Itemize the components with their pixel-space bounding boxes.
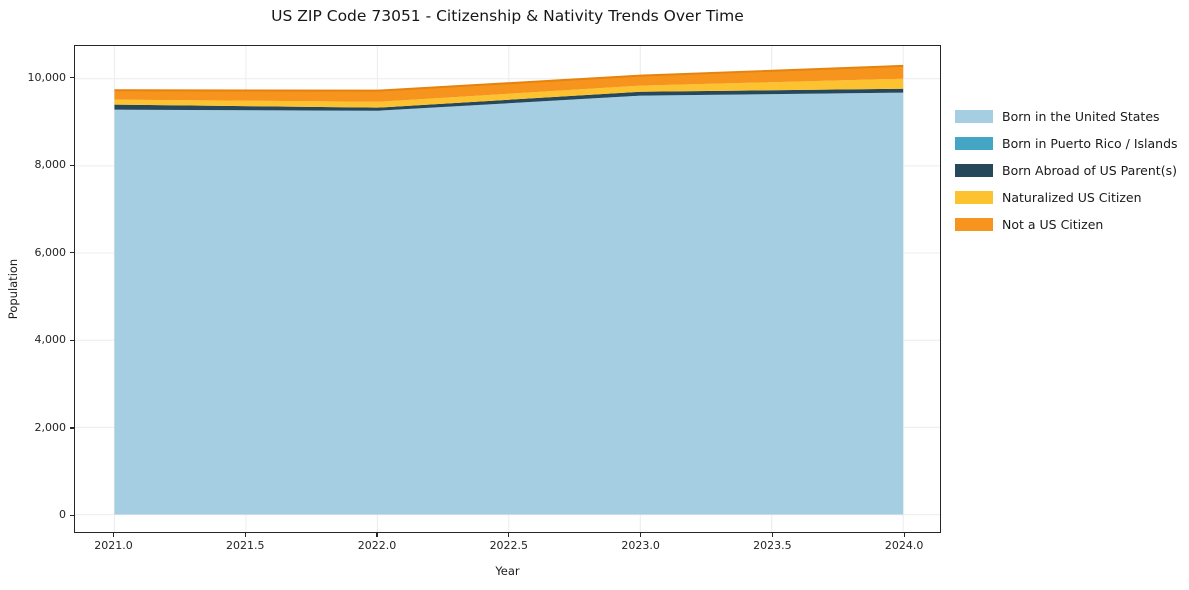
area-born-abroad-of-us-parent-s [114, 88, 904, 111]
legend-item: Naturalized US Citizen [955, 184, 1178, 211]
y-tick-mark [70, 77, 74, 79]
y-tick-mark [70, 427, 74, 429]
y-tick-mark [70, 339, 74, 341]
legend-swatch-not-a-us-citizen [955, 218, 993, 231]
y-axis-title: Population [6, 258, 20, 320]
x-tick-mark [639, 533, 642, 537]
y-tick-mark [70, 514, 74, 517]
legend-item: Born in Puerto Rico / Islands [955, 130, 1178, 157]
x-tick-mark [771, 533, 773, 537]
legend-item: Born Abroad of US Parent(s) [955, 157, 1178, 184]
x-tick-mark [508, 533, 510, 537]
y-tick-label: 2,000 [34, 420, 67, 434]
x-tick-label: 2022.0 [357, 539, 397, 552]
y-tick-label: 4,000 [34, 333, 67, 347]
legend-label: Naturalized US Citizen [1002, 190, 1142, 205]
x-tick-label: 2021.0 [94, 539, 133, 552]
y-tick-label: 8,000 [34, 158, 67, 172]
x-tick-label: 2021.5 [226, 539, 265, 552]
y-tick-mark [70, 252, 74, 254]
legend-label: Born in Puerto Rico / Islands [1002, 136, 1178, 151]
y-tick-label: 10,000 [27, 70, 67, 84]
x-tick-mark [903, 533, 905, 537]
x-tick-mark [376, 533, 378, 537]
legend: Born in the United States Born in Puerto … [955, 103, 1178, 238]
x-tick-label: 2023.0 [621, 539, 660, 552]
legend-swatch-born-abroad-of-us-parent-s [955, 164, 993, 177]
stack-top-edge [114, 64, 904, 92]
plot-area [74, 45, 941, 533]
legend-label: Not a US Citizen [1002, 217, 1104, 232]
legend-item: Born in the United States [955, 103, 1178, 130]
y-tick-label: 6,000 [34, 245, 67, 259]
y-tick-label: 0 [59, 508, 66, 522]
legend-item: Not a US Citizen [955, 211, 1178, 238]
chart-title: US ZIP Code 73051 - Citizenship & Nativi… [271, 7, 744, 25]
x-tick-label: 2023.5 [753, 539, 792, 552]
legend-swatch-naturalized-us-citizen [955, 191, 993, 204]
x-tick-label: 2022.5 [489, 539, 529, 552]
legend-label: Born in the United States [1002, 109, 1160, 124]
chart-canvas [75, 46, 940, 532]
x-axis-title: Year [495, 564, 520, 578]
x-tick-mark [244, 533, 246, 537]
y-tick-mark [70, 164, 74, 166]
legend-label: Born Abroad of US Parent(s) [1002, 163, 1177, 178]
x-tick-mark [112, 533, 115, 537]
x-tick-label: 2024.0 [884, 539, 924, 552]
area-naturalized-us-citizen [114, 78, 904, 108]
area-born-in-the-united-states [114, 92, 904, 515]
legend-swatch-born-in-the-united-states [955, 110, 993, 123]
legend-swatch-born-in-puerto-rico-islands [955, 137, 993, 150]
